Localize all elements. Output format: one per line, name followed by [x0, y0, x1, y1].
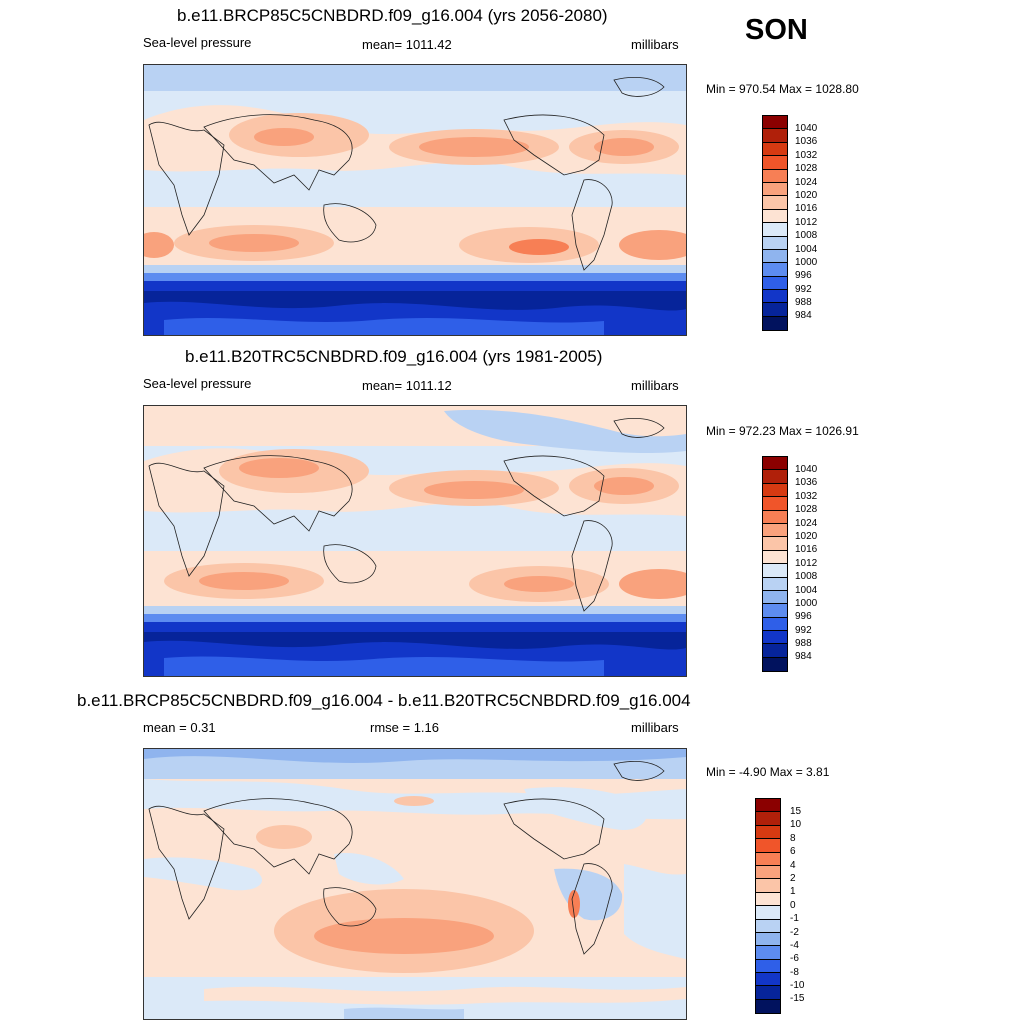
- colorbar-label: 15: [790, 806, 802, 817]
- colorbar-label: 6: [790, 846, 796, 858]
- colorbar-label: -2: [790, 926, 799, 938]
- colorbar-label: 1036: [795, 477, 818, 489]
- colorbar-labels: 1040 1036 1032 1028 1024 1020 1016 1012 …: [795, 122, 817, 323]
- rmse-label: rmse = 1.16: [370, 720, 440, 735]
- panel-title: b.e11.BRCP85C5CNBDRD.f09_g16.004 (yrs 20…: [177, 6, 608, 25]
- colorbar-label: 1012: [795, 216, 818, 228]
- colorbar-label: 10: [790, 819, 802, 831]
- colorbar-label: -4: [790, 939, 799, 951]
- colorbar-label: 1020: [795, 530, 818, 542]
- colorbar-label: 1032: [795, 490, 818, 502]
- slp-difference-map: [143, 748, 687, 1020]
- colorbar-label: -10: [790, 980, 805, 992]
- colorbar-label: -6: [790, 953, 799, 965]
- minmax-label: Min = 970.54 Max = 1028.80: [706, 82, 859, 96]
- colorbar-label: 1024: [795, 176, 818, 188]
- colorbar-label: 988: [795, 297, 812, 309]
- colorbar-label: 1000: [795, 256, 818, 268]
- variable-label: Sea-level pressure: [143, 376, 252, 391]
- colorbar-label: 1032: [795, 149, 818, 161]
- colorbar-label: 1028: [795, 163, 818, 175]
- colorbar-label: 2: [790, 872, 796, 884]
- colorbar: [755, 798, 781, 1015]
- colorbar-label: -8: [790, 966, 799, 978]
- panel-title: b.e11.B20TRC5CNBDRD.f09_g16.004 (yrs 198…: [185, 347, 603, 366]
- colorbar-label: 1004: [795, 584, 818, 596]
- colorbar-label: 1040: [795, 464, 818, 475]
- colorbar-label: 1016: [795, 544, 818, 556]
- colorbar-label: -15: [790, 993, 805, 1005]
- mean-label: mean= 1011.42: [362, 37, 452, 52]
- colorbar-label: 984: [795, 310, 812, 322]
- colorbar-label: 1000: [795, 597, 818, 609]
- colorbar-label: 996: [795, 611, 812, 623]
- colorbar-label: 1020: [795, 189, 818, 201]
- colorbar-labels: 1040 1036 1032 1028 1024 1020 1016 1012 …: [795, 463, 817, 664]
- colorbar-label: 1040: [795, 123, 818, 134]
- colorbar-label: 996: [795, 270, 812, 282]
- units-label: millibars: [631, 378, 679, 393]
- colorbar-label: 992: [795, 283, 812, 295]
- colorbar-label: 984: [795, 651, 812, 663]
- colorbar-label: 1004: [795, 243, 818, 255]
- slp-map: [143, 64, 687, 336]
- colorbar-label: 1012: [795, 557, 818, 569]
- units-label: millibars: [631, 37, 679, 52]
- panel-title: b.e11.BRCP85C5CNBDRD.f09_g16.004 - b.e11…: [77, 691, 691, 710]
- colorbar: [762, 115, 788, 332]
- colorbar-label: 1036: [795, 136, 818, 148]
- colorbar-labels: 15 10 8 6 4 2 1 0 -1 -2 -4 -6 -8 -10 -15: [790, 805, 804, 1006]
- minmax-label: Min = 972.23 Max = 1026.91: [706, 424, 859, 438]
- colorbar-label: 1008: [795, 571, 818, 583]
- colorbar-label: 988: [795, 638, 812, 650]
- minmax-label: Min = -4.90 Max = 3.81: [706, 765, 830, 779]
- colorbar-label: 0: [790, 899, 796, 911]
- colorbar-label: 1016: [795, 203, 818, 215]
- mean-label: mean = 0.31: [143, 720, 216, 735]
- units-label: millibars: [631, 720, 679, 735]
- variable-label: Sea-level pressure: [143, 35, 252, 50]
- colorbar-label: -1: [790, 913, 799, 925]
- colorbar-label: 1008: [795, 230, 818, 242]
- colorbar-label: 4: [790, 859, 796, 871]
- colorbar-label: 8: [790, 832, 796, 844]
- mean-label: mean= 1011.12: [362, 378, 452, 393]
- colorbar-label: 1024: [795, 517, 818, 529]
- season-label: SON: [745, 14, 808, 46]
- colorbar-label: 1: [790, 886, 796, 898]
- colorbar: [762, 456, 788, 673]
- slp-map: [143, 405, 687, 677]
- colorbar-label: 1028: [795, 504, 818, 516]
- colorbar-label: 992: [795, 624, 812, 636]
